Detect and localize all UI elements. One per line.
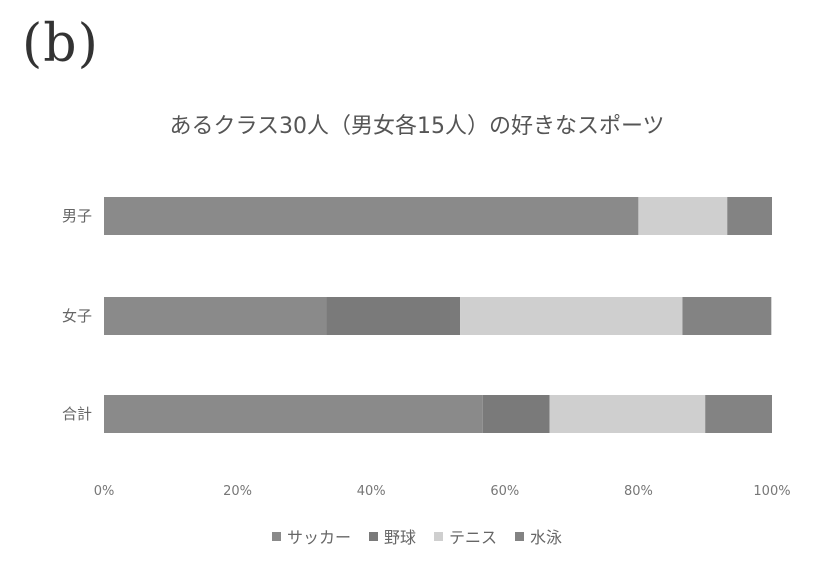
- bar-segment-1-2: [460, 297, 683, 335]
- bar-segment-2-3: [705, 395, 772, 433]
- legend-item: 野球: [368, 524, 416, 548]
- bar-segment-2-0: [104, 395, 483, 433]
- bar-segment-0-2: [638, 197, 728, 235]
- x-tick-label: 100%: [753, 484, 790, 499]
- x-tick-label: 40%: [357, 484, 386, 499]
- bar-segment-0-0: [104, 197, 639, 235]
- panel-label: (b): [22, 14, 99, 74]
- legend-label: サッカー: [286, 528, 351, 547]
- legend-label: テニス: [449, 528, 498, 547]
- category-label: 合計: [62, 405, 92, 423]
- x-tick-label: 60%: [490, 484, 519, 499]
- category-label: 男子: [62, 207, 92, 225]
- legend-label: 野球: [383, 528, 416, 547]
- legend: サッカー 野球 テニス 水泳: [0, 524, 834, 548]
- bars-group: [104, 197, 772, 433]
- chart-title: あるクラス30人（男女各15人）の好きなスポーツ: [169, 114, 665, 139]
- bar-segment-1-3: [682, 297, 772, 335]
- legend-swatch: [515, 531, 525, 541]
- x-tick-label: 80%: [624, 484, 653, 499]
- bar-segment-1-0: [104, 297, 327, 335]
- bar-segment-2-1: [482, 395, 550, 433]
- legend-swatch: [368, 531, 378, 541]
- legend-swatch: [434, 531, 443, 541]
- legend-item: サッカー: [271, 524, 351, 548]
- x-tick-labels: 0% 20% 40% 60% 80% 100%: [94, 484, 791, 499]
- legend-swatch: [271, 531, 281, 541]
- x-tick-label: 0%: [94, 484, 115, 499]
- x-tick-label: 20%: [223, 484, 252, 499]
- category-label: 女子: [62, 307, 92, 325]
- legend-item: 水泳: [515, 524, 562, 548]
- bar-segment-1-1: [326, 297, 461, 335]
- legend-item: テニス: [434, 524, 497, 548]
- bar-segment-0-3: [727, 197, 772, 235]
- legend-label: 水泳: [530, 528, 563, 547]
- bar-segment-2-2: [549, 395, 706, 433]
